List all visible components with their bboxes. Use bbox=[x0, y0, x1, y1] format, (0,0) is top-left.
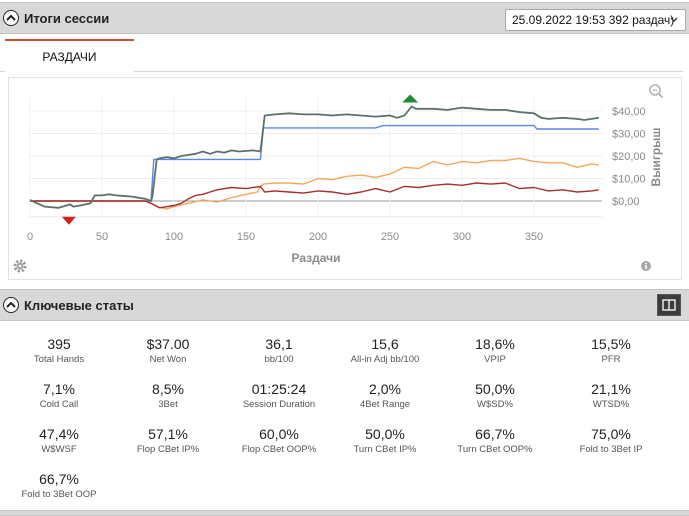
x-tick-label: 300 bbox=[453, 231, 471, 243]
chevron-up-icon bbox=[6, 14, 16, 21]
stat-bb-100: 36,1 bb/100 bbox=[264, 336, 294, 365]
series-line-non-showdown bbox=[30, 182, 599, 209]
collapse-stats-button[interactable] bbox=[3, 297, 19, 313]
key-stats-title: Ключевые статы bbox=[24, 298, 134, 313]
y-axis-ticks: $40,00 $30,00 $20,00 $10,00 $0,00 bbox=[612, 106, 646, 208]
stat-session-duration: 01:25:24 Session Duration bbox=[242, 381, 316, 410]
session-summary-header: Итоги сессии 25.09.2022 19:53 392 раздач… bbox=[0, 2, 689, 34]
y-tick-label: $20,00 bbox=[612, 151, 646, 163]
stat-wtsd: 21,1% WTSD% bbox=[591, 381, 631, 410]
x-tick-label: 150 bbox=[237, 231, 255, 243]
key-stats-header: Ключевые статы bbox=[0, 289, 689, 321]
y-tick-label: $30,00 bbox=[612, 129, 646, 141]
gear-icon[interactable] bbox=[13, 259, 27, 273]
y-tick-label: $40,00 bbox=[612, 106, 646, 118]
x-tick-label: 200 bbox=[309, 231, 327, 243]
winnings-chart: 0 50 100 150 200 250 300 350 $40,00 $30,00 $20,00… bbox=[13, 84, 664, 273]
chart-markers bbox=[61, 94, 419, 225]
tab-hands-label: РАЗДАЧИ bbox=[42, 50, 97, 64]
stat-fold-to-3bet-oop: 66,7% Fold to 3Bet OOP bbox=[21, 471, 97, 500]
chevron-down-icon bbox=[670, 17, 678, 22]
layout-toggle-button[interactable] bbox=[657, 294, 681, 316]
stat-wwsf: 47,4% W$WSF bbox=[39, 426, 79, 455]
series-line-showdown bbox=[30, 157, 599, 210]
tab-hands[interactable]: РАЗДАЧИ bbox=[5, 39, 134, 71]
zoom-icon[interactable] bbox=[649, 84, 664, 99]
info-icon[interactable] bbox=[641, 261, 651, 271]
x-axis-ticks: 0 50 100 150 200 250 300 350 bbox=[27, 231, 543, 243]
stat-vpip: 18,6% VPIP bbox=[475, 336, 515, 365]
tab-underline bbox=[0, 71, 5, 72]
bottom-divider bbox=[0, 510, 689, 516]
stat-turn-cbet-ip: 50,0% Turn CBet IP% bbox=[353, 426, 417, 455]
stat-allin-adj-bb-100: 15,6 All-in Adj bb/100 bbox=[350, 336, 420, 365]
x-tick-label: 250 bbox=[381, 231, 399, 243]
collapse-session-button[interactable] bbox=[3, 10, 19, 26]
session-summary-title: Итоги сессии bbox=[24, 11, 110, 26]
stat-turn-cbet-oop: 66,7% Turn CBet OOP% bbox=[457, 426, 533, 455]
series-line-net-won bbox=[29, 105, 599, 209]
chart-series bbox=[29, 105, 599, 210]
stat-3bet: 8,5% 3Bet bbox=[152, 381, 184, 410]
columns-icon bbox=[662, 299, 676, 311]
y-tick-label: $0,00 bbox=[612, 196, 640, 208]
x-tick-label: 0 bbox=[27, 231, 33, 243]
x-tick-label: 350 bbox=[525, 231, 543, 243]
chart-grid bbox=[29, 96, 602, 218]
stat-total-hands: 395 Total Hands bbox=[33, 336, 85, 365]
x-axis-label: Раздачи bbox=[292, 251, 341, 265]
stat-pfr: 15,5% PFR bbox=[591, 336, 631, 365]
y-tick-label: $10,00 bbox=[612, 174, 646, 186]
stat-wsd: 50,0% W$SD% bbox=[475, 381, 515, 410]
stat-flop-cbet-oop: 60,0% Flop CBet OOP% bbox=[241, 426, 317, 455]
stat-fold-to-3bet-ip: 75,0% Fold to 3Bet IP bbox=[579, 426, 643, 455]
stat-net-won: $37.00 Net Won bbox=[146, 336, 190, 365]
x-tick-label: 50 bbox=[96, 231, 108, 243]
stat-flop-cbet-ip: 57,1% Flop CBet IP% bbox=[136, 426, 200, 455]
tab-underline bbox=[134, 71, 683, 72]
y-axis-label: Выигрыш bbox=[649, 128, 663, 187]
x-tick-label: 100 bbox=[165, 231, 183, 243]
session-select-value: 25.09.2022 19:53 392 раздач) bbox=[512, 13, 675, 27]
max-marker bbox=[402, 94, 419, 103]
stat-cold-call: 7,1% Cold Call bbox=[39, 381, 79, 410]
series-line-all-in-adj bbox=[30, 124, 599, 202]
chevron-up-icon bbox=[6, 301, 16, 308]
session-select[interactable]: 25.09.2022 19:53 392 раздач) bbox=[505, 9, 686, 31]
min-marker bbox=[61, 216, 76, 225]
stat-4bet-range: 2,0% 4Bet Range bbox=[359, 381, 411, 410]
